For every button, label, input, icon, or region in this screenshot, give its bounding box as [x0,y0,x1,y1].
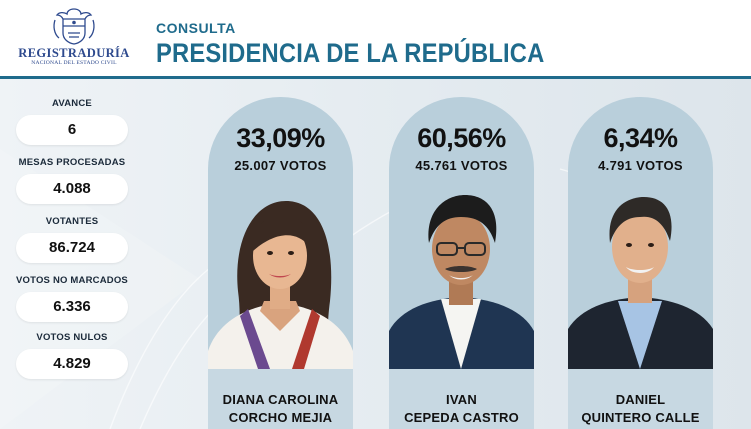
results-panel: AVANCE 6 MESAS PROCESADAS 4.088 VOTANTES… [0,79,751,429]
stat-label: MESAS PROCESADAS [16,156,128,170]
candidate-name: DANIEL QUINTERO CALLE [568,369,713,429]
candidate-name-line2: CORCHO MEJIA [208,409,353,427]
stat-value: 4.829 [16,349,128,379]
stat-votos-no-marcados: VOTOS NO MARCADOS 6.336 [16,274,128,322]
candidate-name-line1: IVAN [389,391,534,409]
stat-label: AVANCE [16,97,128,111]
stat-label: VOTANTES [16,215,128,229]
stat-value: 86.724 [16,233,128,263]
candidate-name-line1: DIANA CAROLINA [208,391,353,409]
logo-subtitle: NACIONAL DEL ESTADO CIVIL [18,60,130,67]
candidate-card-cepeda: 60,56% 45.761 VOTOS IVAN CEPEDA CASTRO [389,97,534,429]
header: REGISTRADURÍA NACIONAL DEL ESTADO CIVIL … [0,0,751,76]
stat-votos-nulos: VOTOS NULOS 4.829 [16,331,128,379]
page-title: PRESIDENCIA DE LA REPÚBLICA [156,38,544,69]
candidate-card-quintero: 6,34% 4.791 VOTOS DANIEL QUINTERO CALLE [568,97,713,429]
logo-title: REGISTRADURÍA [18,47,130,60]
candidate-name-line1: DANIEL [568,391,713,409]
stat-value: 6 [16,115,128,145]
candidate-name: IVAN CEPEDA CASTRO [389,369,534,429]
stat-avance: AVANCE 6 [16,97,128,145]
stat-label: VOTOS NO MARCADOS [16,274,128,288]
page-kicker: CONSULTA [156,20,236,36]
candidate-name-line2: QUINTERO CALLE [568,409,713,427]
registraduria-logo: REGISTRADURÍA NACIONAL DEL ESTADO CIVIL [18,6,130,70]
candidate-votes: 45.761 VOTOS [389,158,534,173]
candidate-percent: 6,34% [568,123,713,154]
candidate-percent: 60,56% [389,123,534,154]
stat-value: 4.088 [16,174,128,204]
candidate-photo [389,181,534,369]
candidate-name: DIANA CAROLINA CORCHO MEJIA [208,369,353,429]
coat-of-arms-icon [51,6,97,46]
stat-mesas-procesadas: MESAS PROCESADAS 4.088 [16,156,128,204]
candidate-votes: 4.791 VOTOS [568,158,713,173]
candidate-card-corcho: 33,09% 25.007 VOTOS DIANA CAROLINA CORCH… [208,97,353,429]
candidate-photo [208,181,353,369]
stat-label: VOTOS NULOS [16,331,128,345]
stat-value: 6.336 [16,292,128,322]
stat-votantes: VOTANTES 86.724 [16,215,128,263]
candidate-name-line2: CEPEDA CASTRO [389,409,534,427]
candidate-photo [568,181,713,369]
candidate-votes: 25.007 VOTOS [208,158,353,173]
candidate-percent: 33,09% [208,123,353,154]
